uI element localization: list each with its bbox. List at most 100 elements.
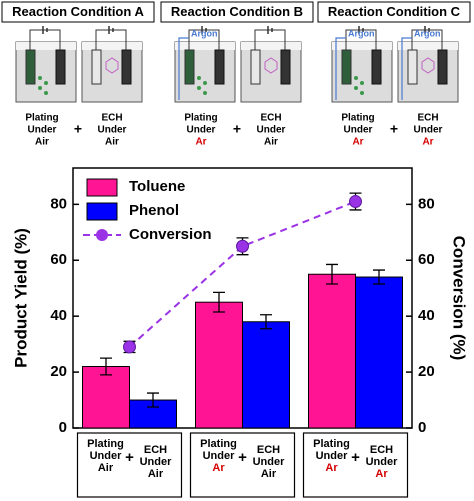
battery: [267, 26, 273, 34]
condition-title: Reaction Condition B: [171, 4, 303, 19]
wire: [29, 29, 61, 50]
bubble: [38, 86, 42, 90]
electrode: [437, 49, 448, 85]
beaker-top: [241, 42, 301, 50]
bubble: [360, 81, 364, 85]
y2-tick-label: 40: [418, 307, 435, 324]
beaker: [397, 41, 459, 103]
label-line: Air: [35, 137, 49, 148]
bar: [308, 273, 356, 429]
label-line: ECH: [257, 444, 280, 456]
electrode: [407, 49, 418, 85]
bubble: [354, 76, 358, 80]
label-line: Ar: [352, 137, 363, 148]
label-line: Ar: [325, 462, 338, 474]
molecule: [264, 57, 278, 74]
y-axis-label: Product Yield (%): [11, 228, 30, 368]
label-line: Plating: [184, 113, 217, 124]
y-tick-label: 0: [59, 419, 67, 436]
bubble: [197, 86, 201, 90]
label-line: Under: [253, 456, 286, 468]
bar: [82, 365, 130, 429]
wire: [188, 29, 220, 50]
legend-label: Phenol: [129, 202, 179, 219]
plus: +: [238, 449, 247, 466]
argon-tube: [401, 37, 412, 100]
plus: +: [233, 121, 241, 137]
y2-tick-label: 0: [418, 419, 426, 436]
electrode: [91, 49, 102, 85]
label-line: ECH: [370, 444, 393, 456]
bubble: [354, 86, 358, 90]
label-line: Under: [203, 450, 236, 462]
category-box: [76, 432, 183, 498]
argon-label: Argon: [414, 28, 441, 38]
label-line: Under: [28, 125, 57, 136]
wire: [95, 29, 127, 50]
beaker: [81, 41, 143, 103]
title-box: [1, 1, 155, 23]
beaker: [240, 41, 302, 103]
electrode: [280, 49, 291, 85]
bubble: [203, 91, 207, 95]
title-box: [317, 1, 471, 23]
error-bar: [373, 269, 385, 285]
bubble: [197, 76, 201, 80]
bar: [355, 276, 403, 429]
label-line: ECH: [144, 444, 167, 456]
label-line: Ar: [375, 468, 388, 480]
battery: [358, 26, 364, 34]
argon-label: Argon: [191, 28, 218, 38]
label-line: Under: [140, 456, 173, 468]
error-bar: [147, 392, 159, 408]
label-line: Plating: [313, 438, 350, 450]
legend-marker: [96, 229, 108, 241]
bubble: [203, 81, 207, 85]
label-line: Plating: [341, 113, 374, 124]
label-line: Under: [344, 125, 373, 136]
y2-axis-label: Conversion (%): [450, 236, 469, 361]
argon-tube: [335, 37, 346, 100]
title-box: [160, 1, 314, 23]
label-line: Air: [105, 137, 119, 148]
conversion-point: [123, 340, 136, 354]
electrode: [250, 49, 261, 85]
error-bar: [326, 263, 338, 285]
label-line: Plating: [87, 438, 124, 450]
y2-tick-label: 60: [418, 251, 435, 268]
y-tick-label: 20: [50, 363, 67, 380]
bar: [195, 301, 243, 429]
legend-label: Toluene: [129, 178, 185, 195]
label-line: Ar: [422, 137, 433, 148]
electrode: [121, 49, 132, 85]
electrode: [184, 49, 195, 85]
wire: [254, 29, 286, 50]
label-line: Air: [98, 462, 114, 474]
molecule: [421, 57, 435, 74]
bubble: [38, 76, 42, 80]
label-line: Ar: [195, 137, 206, 148]
label-line: Ar: [212, 462, 225, 474]
conversion-point: [236, 239, 249, 253]
y-tick-label: 40: [50, 307, 67, 324]
bubble: [44, 91, 48, 95]
beaker-top: [16, 42, 76, 50]
label-line: Under: [90, 450, 123, 462]
wire: [411, 29, 443, 50]
error-bar: [213, 291, 225, 313]
battery: [108, 26, 114, 34]
beaker-top: [332, 42, 392, 50]
argon-tube: [178, 37, 189, 100]
category-box: [189, 432, 296, 498]
legend-swatch: [86, 202, 118, 221]
y2-tick-label: 20: [418, 363, 435, 380]
battery: [201, 26, 207, 34]
label-line: Plating: [200, 438, 237, 450]
molecule: [105, 57, 119, 74]
label-line: ECH: [260, 113, 281, 124]
argon-label: Argon: [348, 28, 375, 38]
bubble: [44, 81, 48, 85]
beaker-top: [398, 42, 458, 50]
category-box: [302, 432, 409, 498]
